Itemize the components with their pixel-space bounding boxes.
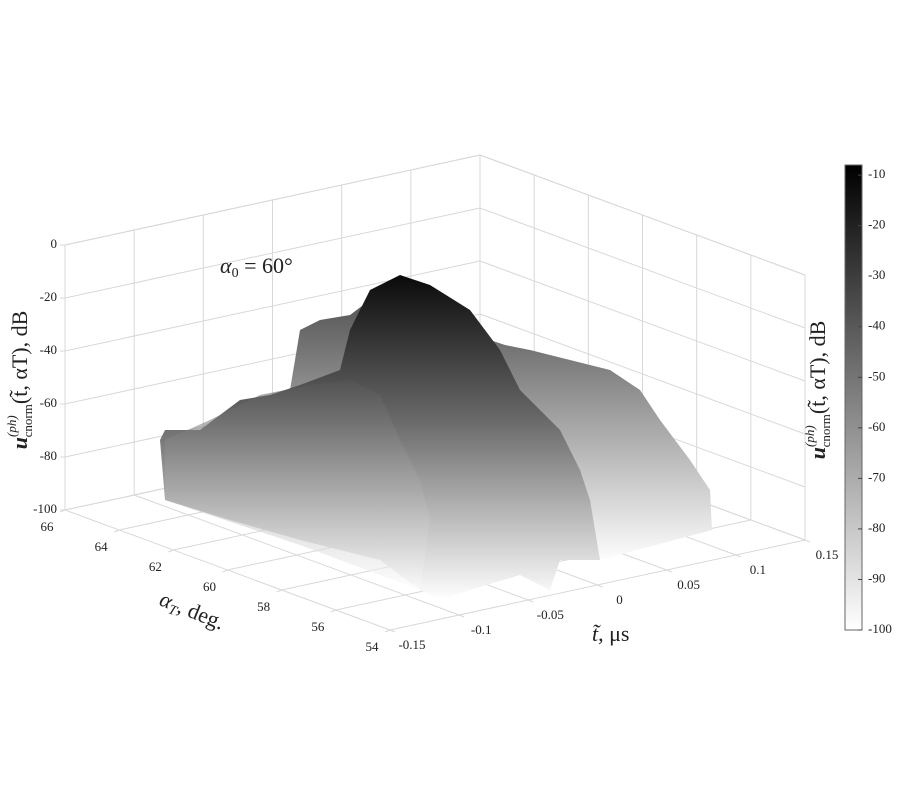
grid-line [64, 260, 481, 352]
z-label-superscript: (ph) [4, 415, 19, 437]
tick-mark [222, 569, 228, 573]
colorbar-tick-label: -40 [868, 318, 885, 333]
annotation-symbol: α [220, 253, 232, 278]
cb-label-subscript: cnorm [818, 414, 833, 447]
tick-mark [168, 549, 174, 553]
grid-line [479, 313, 806, 435]
z-label-symbol: u [7, 437, 32, 449]
x-tick-label: -0.1 [471, 622, 492, 637]
z-tick-label: 0 [51, 236, 58, 251]
surface [160, 275, 712, 600]
y-tick-label: 56 [311, 619, 325, 634]
tick-mark [384, 629, 391, 633]
y-tick-label: 64 [95, 539, 109, 554]
surface-ridge [165, 380, 430, 590]
colorbar-tick-label: -80 [868, 520, 885, 535]
tick-mark [330, 609, 337, 613]
y-tick-label: 66 [41, 519, 55, 534]
tick-mark [528, 599, 534, 603]
annotation-text: = 60° [239, 253, 293, 278]
tick-mark [113, 529, 120, 533]
colorbar-tick-label: -10 [868, 166, 885, 181]
grid-line [64, 207, 481, 299]
y-tick-label: 60 [203, 579, 216, 594]
colorbar-scale [844, 164, 863, 631]
grid-line [479, 154, 806, 276]
y-axis-title: αT, deg. [155, 586, 228, 637]
grid-line [479, 260, 806, 382]
annotation: α0 = 60° [220, 253, 293, 281]
colorbar-tick-label: -20 [868, 217, 885, 232]
z-tick-label: -80 [40, 448, 57, 463]
cb-label-superscript: (ph) [802, 425, 817, 447]
colorbar: -100 -90 -80 -70 -60 -50 -40 -30 -20 -10 [844, 164, 892, 636]
z-axis-title: u(ph)cnorm(t̃, αT), dB [4, 311, 35, 450]
colorbar-tick-label: -30 [868, 267, 885, 282]
tick-mark [597, 584, 603, 588]
y-tick-label: 54 [366, 639, 380, 654]
tick-mark [458, 614, 465, 618]
x-tick-label: 0.1 [750, 562, 766, 577]
y-tick-label: 58 [257, 599, 270, 614]
colorbar-tick-label: -60 [868, 419, 885, 434]
z-label-subscript: cnorm [20, 404, 35, 437]
y-label-text: , deg. [174, 593, 228, 634]
z-tick-label: -20 [40, 289, 57, 304]
y-tick-label: 62 [149, 559, 162, 574]
x-label-text: , μs [598, 621, 629, 646]
colorbar-tick-label: -100 [868, 621, 892, 636]
z-tick-label: -60 [40, 395, 57, 410]
grid-line [64, 154, 481, 246]
tick-mark [276, 589, 282, 593]
x-tick-label: 0.15 [816, 547, 839, 562]
z-tick-label: -40 [40, 342, 57, 357]
colorbar-tick-label: -50 [868, 368, 885, 383]
colorbar-title: u(ph)cnorm(t̃, αT), dB [802, 321, 833, 460]
tick-mark [804, 539, 811, 543]
x-label-symbol: t̃ [592, 621, 601, 646]
colorbar-tick-label: -90 [868, 570, 885, 585]
x-axis-title: t̃, μs [592, 621, 629, 646]
cb-label-text: (t̃, αT), dB [805, 321, 830, 414]
tick-mark [389, 629, 396, 633]
x-tick-label: 0.05 [677, 577, 700, 592]
tick-mark [735, 554, 742, 558]
cb-label-symbol: u [805, 447, 830, 459]
x-tick-label: 0 [616, 592, 623, 607]
x-tick-label: -0.05 [537, 607, 564, 622]
grid-line [479, 207, 806, 329]
grid-line [389, 539, 806, 631]
z-tick-label: -100 [33, 501, 57, 516]
x-tick-label: -0.15 [398, 637, 425, 652]
z-label-text: (t̃, αT), dB [7, 311, 32, 404]
annotation-subscript: 0 [232, 266, 239, 281]
colorbar-tick-label: -70 [868, 469, 885, 484]
tick-mark [666, 569, 672, 573]
